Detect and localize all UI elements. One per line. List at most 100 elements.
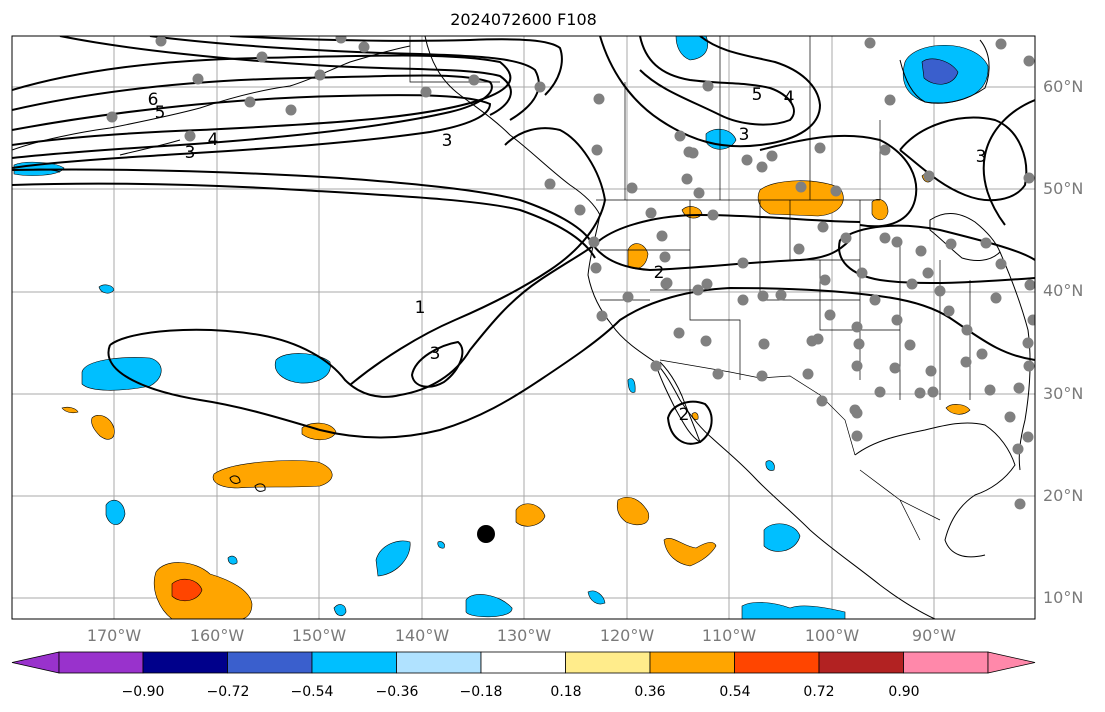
shade-negative-north-pacific	[274, 353, 331, 384]
station-marker	[590, 262, 602, 274]
contour-loop-ak-2	[12, 74, 493, 159]
station-marker	[884, 94, 896, 106]
station-marker	[1023, 360, 1035, 372]
station-marker	[980, 237, 992, 249]
contour-ak-outer-4	[59, 36, 512, 116]
station-marker	[802, 368, 814, 380]
station-marker	[660, 278, 672, 290]
contour-pacific-1	[12, 182, 596, 259]
colorbar-segment	[903, 651, 989, 674]
station-marker	[891, 236, 903, 248]
station-marker	[923, 170, 935, 182]
station-marker	[674, 130, 686, 142]
shade-negative-south-1	[465, 594, 513, 618]
colorbar-segment	[480, 651, 566, 674]
station-marker	[934, 285, 946, 297]
station-marker	[851, 321, 863, 333]
colorbar-segment	[58, 651, 144, 674]
station-marker	[737, 294, 749, 306]
station-marker	[851, 430, 863, 442]
contour-label: 5	[752, 85, 763, 105]
station-marker	[659, 251, 671, 263]
lat-label: 50°N	[1043, 179, 1084, 198]
shade-positive-subtropic-3	[663, 538, 717, 567]
shade-positive-south-hawaii-core	[171, 578, 203, 602]
lon-label: 150°W	[291, 626, 347, 645]
lon-label: 170°W	[86, 626, 142, 645]
contour-ontario-3	[982, 99, 1035, 226]
station-marker	[588, 236, 600, 248]
colorbar-segment	[565, 651, 651, 674]
lon-label: 140°W	[394, 626, 450, 645]
contour-label: 6	[148, 90, 159, 110]
contour-label: 3	[442, 131, 453, 151]
shade-positive-south-hawaii	[153, 562, 253, 619]
shade-positive-hawaii-east	[212, 460, 333, 489]
shade-negative-small-6	[627, 378, 636, 393]
lat-label: 20°N	[1043, 486, 1084, 505]
station-marker	[824, 309, 836, 321]
coast-hudson-bay	[899, 39, 990, 104]
contour-3-ring	[349, 127, 607, 386]
station-marker	[756, 161, 768, 173]
station-marker	[184, 130, 196, 142]
station-marker	[1012, 443, 1024, 455]
contour-loop-ak-1	[12, 54, 512, 146]
station-marker	[314, 69, 326, 81]
station-marker	[645, 207, 657, 219]
station-marker	[795, 181, 807, 193]
colorbar-tick-label: −0.18	[459, 684, 503, 700]
station-marker	[622, 291, 634, 303]
station-marker	[830, 185, 842, 197]
shade-positive-west-1	[91, 415, 115, 440]
colorbar-segment	[396, 651, 482, 674]
coast-hawaii-1	[229, 475, 241, 484]
coast-gulf-mexico	[854, 422, 1016, 558]
station-marker	[593, 93, 605, 105]
station-marker	[775, 289, 787, 301]
station-marker	[990, 292, 1002, 304]
colorbar-tick-label: 0.90	[888, 684, 920, 700]
station-marker	[984, 384, 996, 396]
station-marker	[914, 387, 926, 399]
shade-positive-ontario	[871, 199, 889, 221]
station-marker	[534, 81, 546, 93]
station-marker	[976, 348, 988, 360]
station-marker	[879, 144, 891, 156]
contour-label: 4	[784, 88, 795, 108]
contour-canada-3b	[759, 134, 918, 228]
lon-label: 100°W	[804, 626, 860, 645]
station-marker	[1013, 382, 1025, 394]
station-marker	[814, 142, 826, 154]
border-mexico-states	[859, 469, 941, 541]
colorbar	[11, 651, 1036, 674]
station-marker	[192, 73, 204, 85]
contours	[12, 36, 1035, 445]
station-marker	[692, 284, 704, 296]
lat-label: 60°N	[1043, 77, 1084, 96]
station-marker	[995, 38, 1007, 50]
station-marker	[737, 257, 749, 269]
station-marker	[869, 294, 881, 306]
station-marker	[756, 370, 768, 382]
lat-label: 30°N	[1043, 384, 1084, 403]
station-marker	[1022, 337, 1034, 349]
station-marker	[889, 362, 901, 374]
border-us-mexico	[659, 359, 856, 456]
contour-labels: 6 5 4 3 3 5 4 3 3 2 1 3 2	[148, 85, 987, 425]
contour-1-lower	[107, 286, 1035, 439]
station-marker	[819, 274, 831, 286]
colorbar-tick-label: 0.18	[550, 684, 582, 700]
station-marker	[687, 147, 699, 159]
shade-positive-west-3	[61, 406, 79, 414]
station-marker	[591, 144, 603, 156]
station-marker	[961, 324, 973, 336]
shade-negative-small-4	[227, 555, 238, 565]
lon-label: 160°W	[189, 626, 245, 645]
station-marker	[922, 267, 934, 279]
lon-label: 110°W	[701, 626, 757, 645]
station-marker	[906, 278, 918, 290]
station-marker	[1004, 411, 1016, 423]
station-marker	[960, 356, 972, 368]
